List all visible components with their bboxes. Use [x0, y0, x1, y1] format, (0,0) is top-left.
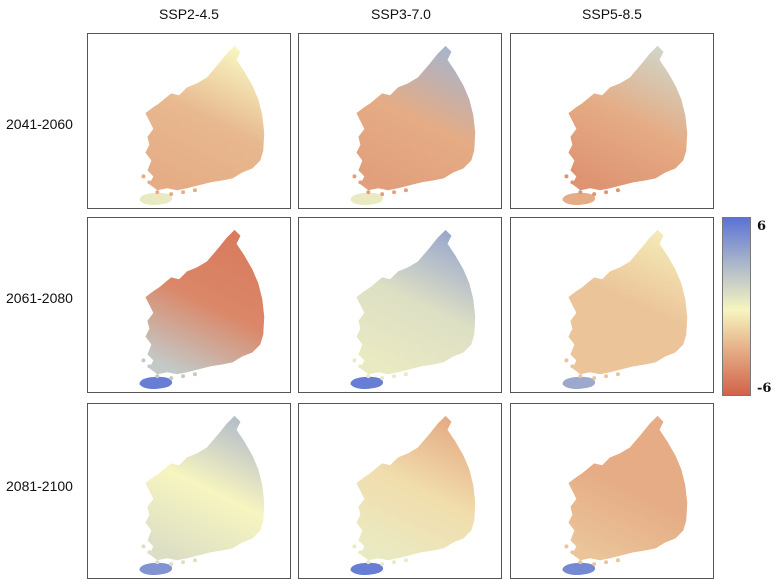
column-header-ssp370: SSP3-7.0	[371, 6, 431, 22]
legend-max-label: 6	[757, 219, 767, 234]
jeju-island-region	[350, 562, 384, 576]
jeju-island-region	[562, 562, 596, 576]
map-panel-2061-2080-ssp3-7.0	[298, 217, 502, 393]
islet	[564, 174, 569, 179]
islet	[155, 190, 160, 195]
islet	[564, 358, 569, 363]
islet	[352, 358, 357, 363]
jeju-island-region	[562, 376, 596, 390]
islet	[352, 174, 357, 179]
jeju-island-region	[350, 192, 384, 206]
legend-min-label: -6	[757, 381, 772, 396]
islet	[604, 560, 609, 565]
jeju-island-region	[139, 192, 173, 206]
mainland-region	[356, 45, 476, 191]
color-scale-bar	[722, 217, 751, 396]
jeju-island-region	[139, 562, 173, 576]
islet	[366, 190, 371, 195]
islet	[392, 560, 397, 565]
islet	[403, 558, 408, 563]
islet	[155, 374, 160, 379]
islet	[380, 376, 385, 381]
row-header-2081-2100: 2081-2100	[6, 478, 73, 494]
islet	[592, 376, 597, 381]
islet	[615, 372, 620, 377]
mainland-region	[145, 45, 265, 191]
islet	[380, 562, 385, 567]
islet	[181, 190, 186, 195]
islet	[570, 364, 575, 369]
row-header-2041-2060: 2041-2060	[6, 116, 73, 132]
islet	[392, 190, 397, 195]
islet	[578, 560, 583, 565]
column-header-ssp585: SSP5-8.5	[582, 6, 642, 22]
islet	[155, 560, 160, 565]
islet	[578, 374, 583, 379]
mainland-region	[145, 229, 265, 375]
islet	[147, 180, 152, 185]
islet	[615, 188, 620, 193]
islet	[578, 190, 583, 195]
islet	[181, 374, 186, 379]
islet	[366, 560, 371, 565]
islet	[604, 374, 609, 379]
islet	[192, 188, 197, 193]
mainland-region	[568, 415, 688, 561]
islet	[147, 364, 152, 369]
islet	[181, 560, 186, 565]
islet	[169, 376, 174, 381]
jeju-island-region	[139, 376, 173, 390]
map-panel-2041-2060-ssp5-8.5	[510, 33, 714, 209]
islet	[352, 544, 357, 549]
mainland-region	[356, 229, 476, 375]
map-panel-2041-2060-ssp3-7.0	[298, 33, 502, 209]
islet	[592, 192, 597, 197]
islet	[141, 544, 146, 549]
map-panel-2061-2080-ssp5-8.5	[510, 217, 714, 393]
islet	[192, 558, 197, 563]
map-panel-2081-2100-ssp5-8.5	[510, 403, 714, 579]
column-header-ssp245: SSP2-4.5	[159, 6, 219, 22]
islet	[366, 374, 371, 379]
islet	[169, 562, 174, 567]
islet	[604, 190, 609, 195]
islet	[403, 372, 408, 377]
islet	[141, 174, 146, 179]
islet	[392, 374, 397, 379]
islet	[192, 372, 197, 377]
islet	[570, 550, 575, 555]
islet	[615, 558, 620, 563]
islet	[141, 358, 146, 363]
map-panel-2041-2060-ssp2-4.5	[87, 33, 291, 209]
row-header-2061-2080: 2061-2080	[6, 290, 73, 306]
islet	[380, 192, 385, 197]
islet	[147, 550, 152, 555]
mainland-region	[568, 229, 688, 375]
islet	[570, 180, 575, 185]
islet	[358, 550, 363, 555]
islet	[403, 188, 408, 193]
islet	[169, 192, 174, 197]
jeju-island-region	[562, 192, 596, 206]
islet	[592, 562, 597, 567]
mainland-region	[145, 415, 265, 561]
islet	[358, 180, 363, 185]
islet	[358, 364, 363, 369]
map-panel-2081-2100-ssp2-4.5	[87, 403, 291, 579]
map-panel-2061-2080-ssp2-4.5	[87, 217, 291, 393]
mainland-region	[356, 415, 476, 561]
map-panel-2081-2100-ssp3-7.0	[298, 403, 502, 579]
mainland-region	[568, 45, 688, 191]
islet	[564, 544, 569, 549]
jeju-island-region	[350, 376, 384, 390]
